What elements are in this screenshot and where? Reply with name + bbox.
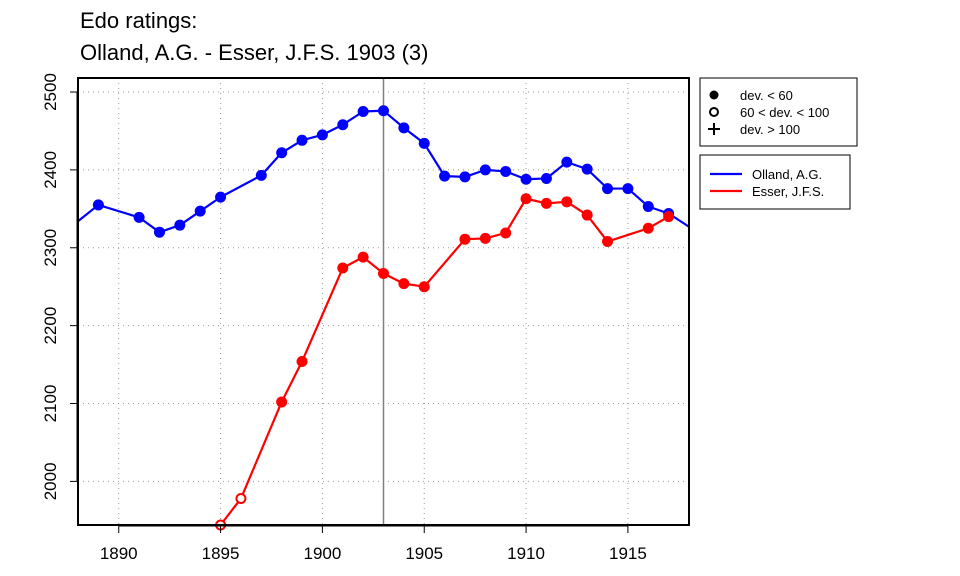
data-point-esser-j-f-s	[581, 209, 593, 221]
data-point-esser-j-f-s	[398, 278, 410, 290]
data-point-esser-j-f-s	[418, 281, 430, 293]
y-tick-label: 2000	[41, 462, 60, 500]
x-tick-label: 1900	[303, 544, 341, 563]
data-point-olland-a-g	[316, 129, 328, 141]
legend-marker-label: dev. < 60	[740, 88, 793, 103]
legend-box-markers	[699, 77, 858, 147]
data-point-esser-j-f-s	[500, 227, 512, 239]
data-point-esser-j-f-s	[663, 211, 675, 223]
data-point-olland-a-g	[276, 147, 288, 159]
data-point-olland-a-g	[296, 134, 308, 146]
chart-title-line2: Olland, A.G. - Esser, J.F.S. 1903 (3)	[80, 40, 429, 65]
legend-marker-label: dev. > 100	[740, 122, 800, 137]
data-point-esser-j-f-s	[561, 196, 573, 208]
data-point-olland-a-g	[540, 172, 552, 184]
x-tick-label: 1890	[100, 544, 138, 563]
legend-marker-types: dev. < 60 60 < dev. < 100 dev. > 100	[699, 77, 858, 147]
plot-frame	[77, 77, 690, 526]
legend-marker-label: 60 < dev. < 100	[740, 105, 829, 120]
data-point-olland-a-g	[378, 105, 389, 117]
series-layer	[77, 105, 690, 531]
data-point-olland-a-g	[133, 211, 145, 223]
data-point-olland-a-g	[479, 164, 491, 176]
legend-series-label: Esser, J.F.S.	[752, 184, 824, 199]
data-point-olland-a-g	[194, 205, 206, 217]
y-tick-label: 2300	[41, 229, 60, 267]
data-point-olland-a-g	[337, 119, 349, 131]
x-tick-label: 1895	[202, 544, 240, 563]
data-point-olland-a-g	[561, 156, 573, 168]
data-point-olland-a-g	[255, 169, 267, 181]
data-point-esser-j-f-s	[479, 232, 491, 244]
x-tick-label: 1910	[507, 544, 545, 563]
x-tick-label: 1915	[609, 544, 647, 563]
data-point-olland-a-g	[622, 183, 634, 195]
data-point-olland-a-g	[581, 163, 593, 175]
data-point-esser-j-f-s	[235, 493, 247, 505]
data-point-olland-a-g	[92, 199, 104, 211]
x-tick-label: 1905	[405, 544, 443, 563]
y-axis: 2000 2100 2200 2300 2400 2500	[41, 73, 78, 500]
series-line-esser-j-f-s	[219, 197, 670, 526]
chart-title-line1: Edo ratings:	[80, 8, 198, 33]
data-point-esser-j-f-s	[357, 251, 369, 263]
y-tick-label: 2500	[41, 73, 60, 111]
data-point-esser-j-f-s	[540, 197, 552, 209]
data-point-olland-a-g	[439, 170, 451, 182]
filled-circle-icon	[709, 90, 719, 100]
y-tick-label: 2200	[41, 307, 60, 345]
data-point-esser-j-f-s	[378, 267, 389, 279]
data-point-olland-a-g	[418, 137, 430, 149]
data-point-olland-a-g	[642, 200, 654, 212]
data-point-olland-a-g	[520, 173, 532, 185]
data-point-esser-j-f-s	[602, 236, 614, 248]
legend-box-series	[699, 154, 851, 210]
data-point-esser-j-f-s	[520, 193, 532, 205]
data-point-olland-a-g	[174, 219, 186, 231]
data-point-olland-a-g	[602, 183, 614, 195]
data-point-esser-j-f-s	[337, 262, 349, 274]
data-point-olland-a-g	[398, 122, 410, 134]
data-point-esser-j-f-s	[459, 233, 471, 245]
open-circle-icon	[709, 107, 719, 117]
data-point-olland-a-g	[215, 191, 227, 203]
data-point-esser-j-f-s	[642, 222, 654, 234]
legend-series-label: Olland, A.G.	[752, 167, 822, 182]
data-point-esser-j-f-s	[276, 396, 288, 408]
y-tick-label: 2100	[41, 385, 60, 423]
y-tick-label: 2400	[41, 151, 60, 189]
data-point-olland-a-g	[500, 165, 512, 177]
data-point-olland-a-g	[459, 171, 471, 183]
data-point-esser-j-f-s	[296, 355, 308, 367]
data-point-olland-a-g	[357, 105, 369, 117]
legend-series: Olland, A.G. Esser, J.F.S.	[699, 154, 851, 210]
data-point-olland-a-g	[153, 226, 165, 238]
x-axis: 1890 1895 1900 1905 1910 1915	[100, 525, 647, 563]
